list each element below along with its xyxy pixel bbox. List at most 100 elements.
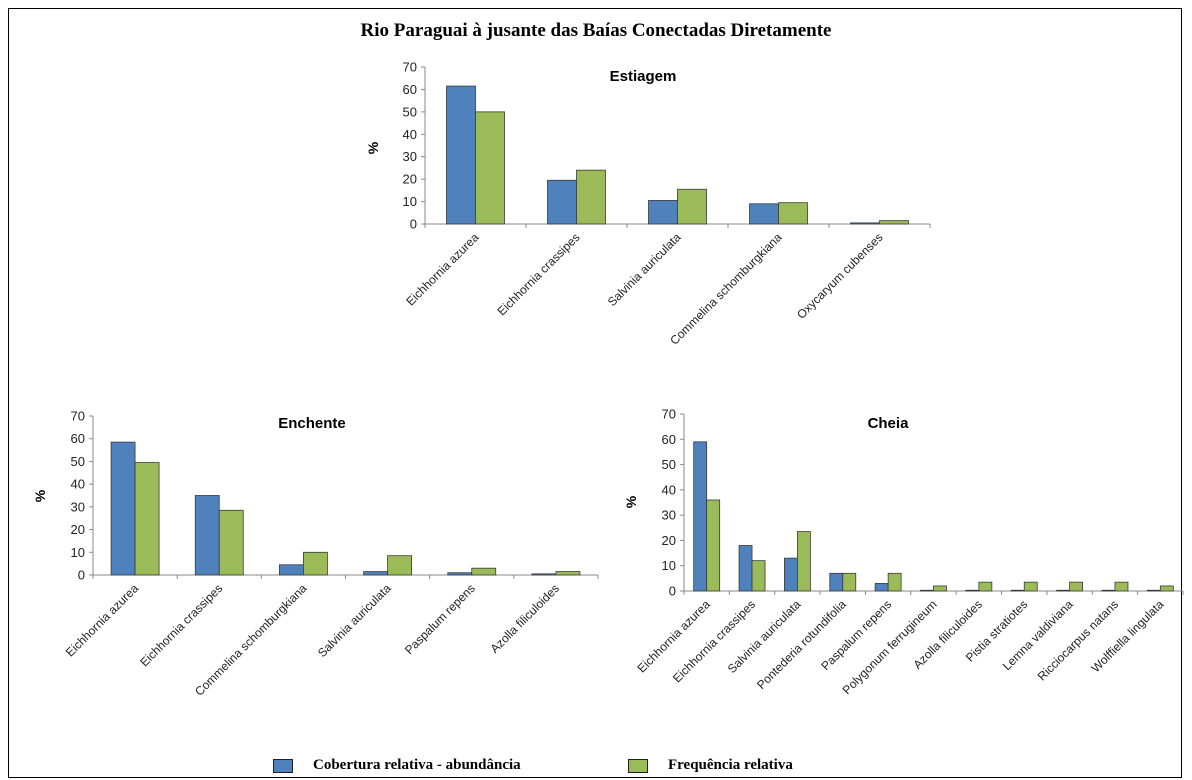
y-tick-label: 60 <box>71 431 85 446</box>
x-tick-label: Eichhornia azurea <box>63 581 142 660</box>
y-tick-label: 30 <box>71 499 85 514</box>
y-tick-label: 70 <box>71 409 85 424</box>
x-tick-label: Eichhornia crassipes <box>137 581 225 669</box>
bar-cobertura <box>1101 589 1116 592</box>
y-tick-label: 60 <box>662 432 676 447</box>
bar-frequencia <box>978 581 993 592</box>
bar-cobertura <box>965 589 980 592</box>
x-tick-label: Salvinia auriculata <box>605 230 684 309</box>
bar-frequencia <box>218 509 244 576</box>
y-tick-label: 0 <box>78 568 85 583</box>
bar-cobertura <box>447 572 473 576</box>
bar-cobertura <box>194 495 220 576</box>
bar-cobertura <box>363 571 388 576</box>
bar-cobertura <box>1010 589 1025 592</box>
y-tick-label: 50 <box>71 454 85 469</box>
legend-label-cobertura: Cobertura relativa - abundância <box>313 757 521 773</box>
bar-frequencia <box>576 169 606 225</box>
x-tick-label: Azolla filiculoides <box>488 581 563 656</box>
bar-frequencia <box>1069 581 1083 592</box>
bar-frequencia <box>677 188 707 225</box>
y-tick-label: 10 <box>662 558 676 573</box>
y-tick-label: 30 <box>403 149 417 164</box>
bar-cobertura <box>784 557 798 592</box>
bar-frequencia <box>1114 581 1129 592</box>
x-tick-label: Commelina schomburgkiana <box>667 230 785 348</box>
bar-cobertura <box>531 573 557 576</box>
legend-label-frequencia: Frequência relativa <box>668 757 793 773</box>
chart-title-estiagem: Estiagem <box>610 68 677 85</box>
chart-enchente: Enchente% 0 10 20 30 40 50 60 70 Eichhornia azure… <box>32 409 599 699</box>
y-tick-label: 10 <box>403 194 417 209</box>
x-tick-label: Eichhornia azurea <box>403 230 482 309</box>
bar-cobertura <box>648 200 678 225</box>
legend-swatch-cobertura <box>273 758 293 773</box>
bar-cobertura <box>279 564 304 576</box>
chart-title-cheia: Cheia <box>868 415 910 432</box>
y-tick-label: 40 <box>403 127 417 142</box>
y-tick-label: 10 <box>71 545 85 560</box>
legend-item-frequencia: Frequência relativa <box>628 757 793 774</box>
charts-canvas: Estiagem% 0 10 20 30 40 50 60 70 Eichhornia azure… <box>32 60 1184 699</box>
bar-frequencia <box>751 560 766 592</box>
x-tick-label: Salvinia auriculata <box>315 581 394 660</box>
y-tick-label: 20 <box>71 522 85 537</box>
bar-frequencia <box>387 555 412 576</box>
y-axis-label-estiagem: % <box>365 141 381 154</box>
bar-cobertura <box>829 572 844 592</box>
bar-cobertura <box>1146 589 1161 592</box>
y-tick-label: 70 <box>662 407 676 422</box>
bar-frequencia <box>887 572 902 592</box>
y-tick-label: 0 <box>669 584 676 599</box>
y-tick-label: 30 <box>662 508 676 523</box>
bar-cobertura <box>547 179 577 225</box>
y-axis-label-cheia: % <box>623 495 639 508</box>
bar-frequencia <box>797 531 811 592</box>
bar-cobertura <box>850 222 880 225</box>
bar-frequencia <box>1159 585 1174 592</box>
y-tick-label: 70 <box>403 60 417 75</box>
figure-frame <box>8 8 1182 778</box>
bar-cobertura <box>738 545 753 592</box>
y-tick-label: 20 <box>403 172 417 187</box>
y-tick-label: 40 <box>662 482 676 497</box>
figure-title: Rio Paraguai à jusante das Baías Conecta… <box>360 20 832 41</box>
bar-frequencia <box>879 220 909 225</box>
bar-cobertura <box>749 203 779 225</box>
bar-cobertura <box>693 441 708 592</box>
y-tick-label: 20 <box>662 533 676 548</box>
bar-frequencia <box>778 202 808 225</box>
y-tick-label: 0 <box>410 217 417 232</box>
x-tick-label: Pontederia rotundifolia <box>754 597 849 692</box>
bar-cobertura <box>874 583 889 592</box>
y-tick-label: 60 <box>403 82 417 97</box>
x-tick-label: Oxycaryum cubenses <box>794 230 885 321</box>
bar-frequencia <box>471 567 497 576</box>
x-tick-label: Eichhornia crassipes <box>494 230 582 318</box>
chart-estiagem: Estiagem% 0 10 20 30 40 50 60 70 Eichhornia azure… <box>365 60 931 348</box>
bar-frequencia <box>134 462 160 576</box>
bar-frequencia <box>1023 581 1038 592</box>
chart-title-enchente: Enchente <box>278 415 346 432</box>
bar-cobertura <box>446 85 476 225</box>
bar-frequencia <box>475 111 505 225</box>
y-tick-label: 40 <box>71 477 85 492</box>
bar-frequencia <box>706 499 721 592</box>
x-tick-label: Paspalum repens <box>402 581 478 657</box>
x-tick-label: Ricciocarpus natans <box>1035 597 1121 683</box>
bar-frequencia <box>555 571 581 576</box>
bar-cobertura <box>110 441 136 576</box>
legend: Cobertura relativa - abundância Frequênc… <box>0 757 1192 779</box>
bar-frequencia <box>933 585 947 592</box>
y-tick-label: 50 <box>662 457 676 472</box>
legend-swatch-frequencia <box>628 758 648 773</box>
bar-frequencia <box>842 572 857 592</box>
bar-frequencia <box>303 551 328 576</box>
legend-item-cobertura: Cobertura relativa - abundância <box>273 757 521 774</box>
bar-cobertura <box>920 589 934 592</box>
y-tick-label: 50 <box>403 104 417 119</box>
y-axis-label-enchente: % <box>32 489 48 502</box>
bar-cobertura <box>1056 589 1070 592</box>
x-tick-label: Eichhornia crassipes <box>670 597 758 685</box>
